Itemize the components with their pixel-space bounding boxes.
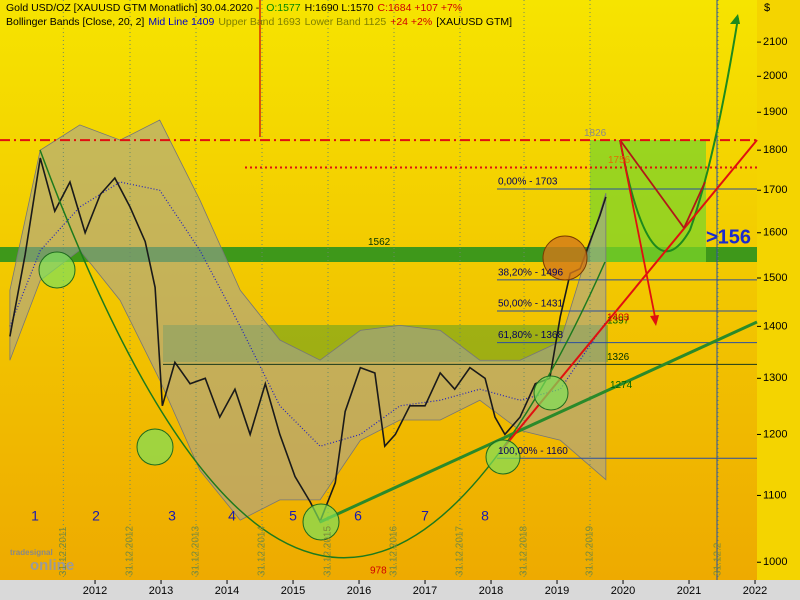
pivot-circle — [533, 375, 569, 411]
cup-arc — [39, 149, 606, 559]
header: Gold USD/OZ [XAUUSD GTM Monatlich] 30.04… — [6, 2, 462, 14]
x-tick-label: 2015 — [281, 585, 305, 597]
x-axis-strip — [0, 580, 800, 600]
projection-arc — [619, 17, 739, 253]
pivot-circle — [302, 503, 340, 541]
x-tick-label: 2012 — [83, 585, 107, 597]
level-label: 50,00% - 1431 — [498, 299, 563, 310]
x-tick-label: 2018 — [479, 585, 503, 597]
projection-label: >156 — [706, 226, 751, 248]
level-label: 1562 — [368, 237, 391, 248]
logo: online — [30, 557, 74, 574]
x-tick-label: 2014 — [215, 585, 239, 597]
price — [9, 157, 607, 524]
level-label: 1756 — [608, 155, 631, 166]
x-tick-label: 2022 — [743, 585, 767, 597]
level-label: 1403 — [607, 313, 630, 324]
arrow-head — [650, 315, 659, 326]
header-part: Gold USD/OZ [XAUUSD GTM Monatlich] 30.04… — [6, 2, 262, 14]
x-tick-label: 2013 — [149, 585, 173, 597]
projection-arrow — [683, 181, 706, 229]
header-part: Lower Band 1125 — [305, 16, 387, 28]
y-tick-label: 1900 — [763, 106, 787, 118]
pivot-circle — [485, 439, 521, 475]
x-tick-label: 2020 — [611, 585, 635, 597]
header-part: Mid Line 1409 — [148, 16, 214, 28]
projection-arrow — [619, 139, 657, 323]
date-label: 31.12.2012 — [125, 526, 136, 576]
y-tick-label: 1300 — [763, 372, 787, 384]
pivot-circle — [38, 251, 76, 289]
date-label: 31.12.2 — [713, 542, 724, 576]
header-part: Bollinger Bands [Close, 20, 2] — [6, 16, 144, 28]
logo: tradesignal — [10, 548, 53, 557]
y-tick-label: 1700 — [763, 184, 787, 196]
date-label: 31.12.2017 — [455, 526, 466, 576]
level-label: 1397 — [607, 316, 630, 327]
projection-arrow — [619, 139, 685, 229]
pivot-circle — [542, 235, 588, 281]
date-label: 31.12.2015 — [323, 526, 334, 576]
level-label: 978 — [370, 565, 387, 576]
header-part: +24 +2% — [390, 16, 432, 28]
arrow-head — [730, 14, 740, 24]
level-label: 38,20% - 1496 — [498, 268, 563, 279]
x-tick-label: 2017 — [413, 585, 437, 597]
header-part: [XAUUSD GTM] — [436, 16, 512, 28]
wave-label: 4 — [228, 508, 236, 524]
header-part: Upper Band 1693 — [218, 16, 300, 28]
date-label: 31.12.2019 — [585, 526, 596, 576]
wave-label: 6 — [354, 508, 362, 524]
x-tick-label: 2021 — [677, 585, 701, 597]
date-label: 31.12.2016 — [389, 526, 400, 576]
y-unit: $ — [764, 2, 770, 14]
header-part: H:1690 L:1570 — [305, 2, 374, 14]
level-label: 1274 — [610, 380, 633, 391]
date-label: 31.12.2014 — [257, 526, 268, 576]
level-label: 61,80% - 1368 — [498, 330, 563, 341]
y-tick-label: 1800 — [763, 144, 787, 156]
bollinger — [9, 119, 607, 521]
x-tick-label: 2016 — [347, 585, 371, 597]
wave-label: 8 — [481, 508, 489, 524]
wave-label: 2 — [92, 508, 100, 524]
price-line — [9, 157, 607, 524]
header: Bollinger Bands [Close, 20, 2] Mid Line 1… — [6, 16, 512, 28]
y-tick-label: 1600 — [763, 227, 787, 239]
x-tick-label: 2019 — [545, 585, 569, 597]
date-label: 31.12.2018 — [519, 526, 530, 576]
y-tick-label: 2100 — [763, 36, 787, 48]
header-part: O:1577 — [266, 2, 301, 14]
level-label: 1326 — [607, 352, 630, 363]
level-label: 100,00% - 1160 — [498, 446, 568, 457]
target-zone — [590, 140, 706, 262]
y-tick-label: 1400 — [763, 320, 787, 332]
date-label: 31.12.2011 — [58, 526, 69, 576]
grid — [0, 0, 761, 584]
wave-label: 1 — [31, 508, 39, 524]
pivot-circle — [136, 428, 174, 466]
y-axis-strip — [757, 0, 800, 580]
wave-label: 7 — [421, 508, 429, 524]
y-tick-label: 1100 — [763, 489, 787, 501]
trend-line — [319, 320, 758, 524]
date-label: 31.12.2013 — [191, 526, 202, 576]
header-part: C:1684 +107 +7% — [378, 2, 463, 14]
wave-label: 5 — [289, 508, 297, 524]
y-tick-label: 1500 — [763, 272, 787, 284]
band-area — [9, 119, 607, 521]
labels: >156 tradesignal online $ 10001100120013… — [10, 2, 787, 597]
y-tick-label: 1200 — [763, 428, 787, 440]
y-tick-label: 2000 — [763, 70, 787, 82]
drawings — [38, 0, 758, 580]
y-tick-label: 1000 — [763, 556, 787, 568]
level-label: 0,00% - 1703 — [498, 177, 558, 188]
level-label: 1826 — [584, 128, 607, 139]
wave-label: 3 — [168, 508, 176, 524]
